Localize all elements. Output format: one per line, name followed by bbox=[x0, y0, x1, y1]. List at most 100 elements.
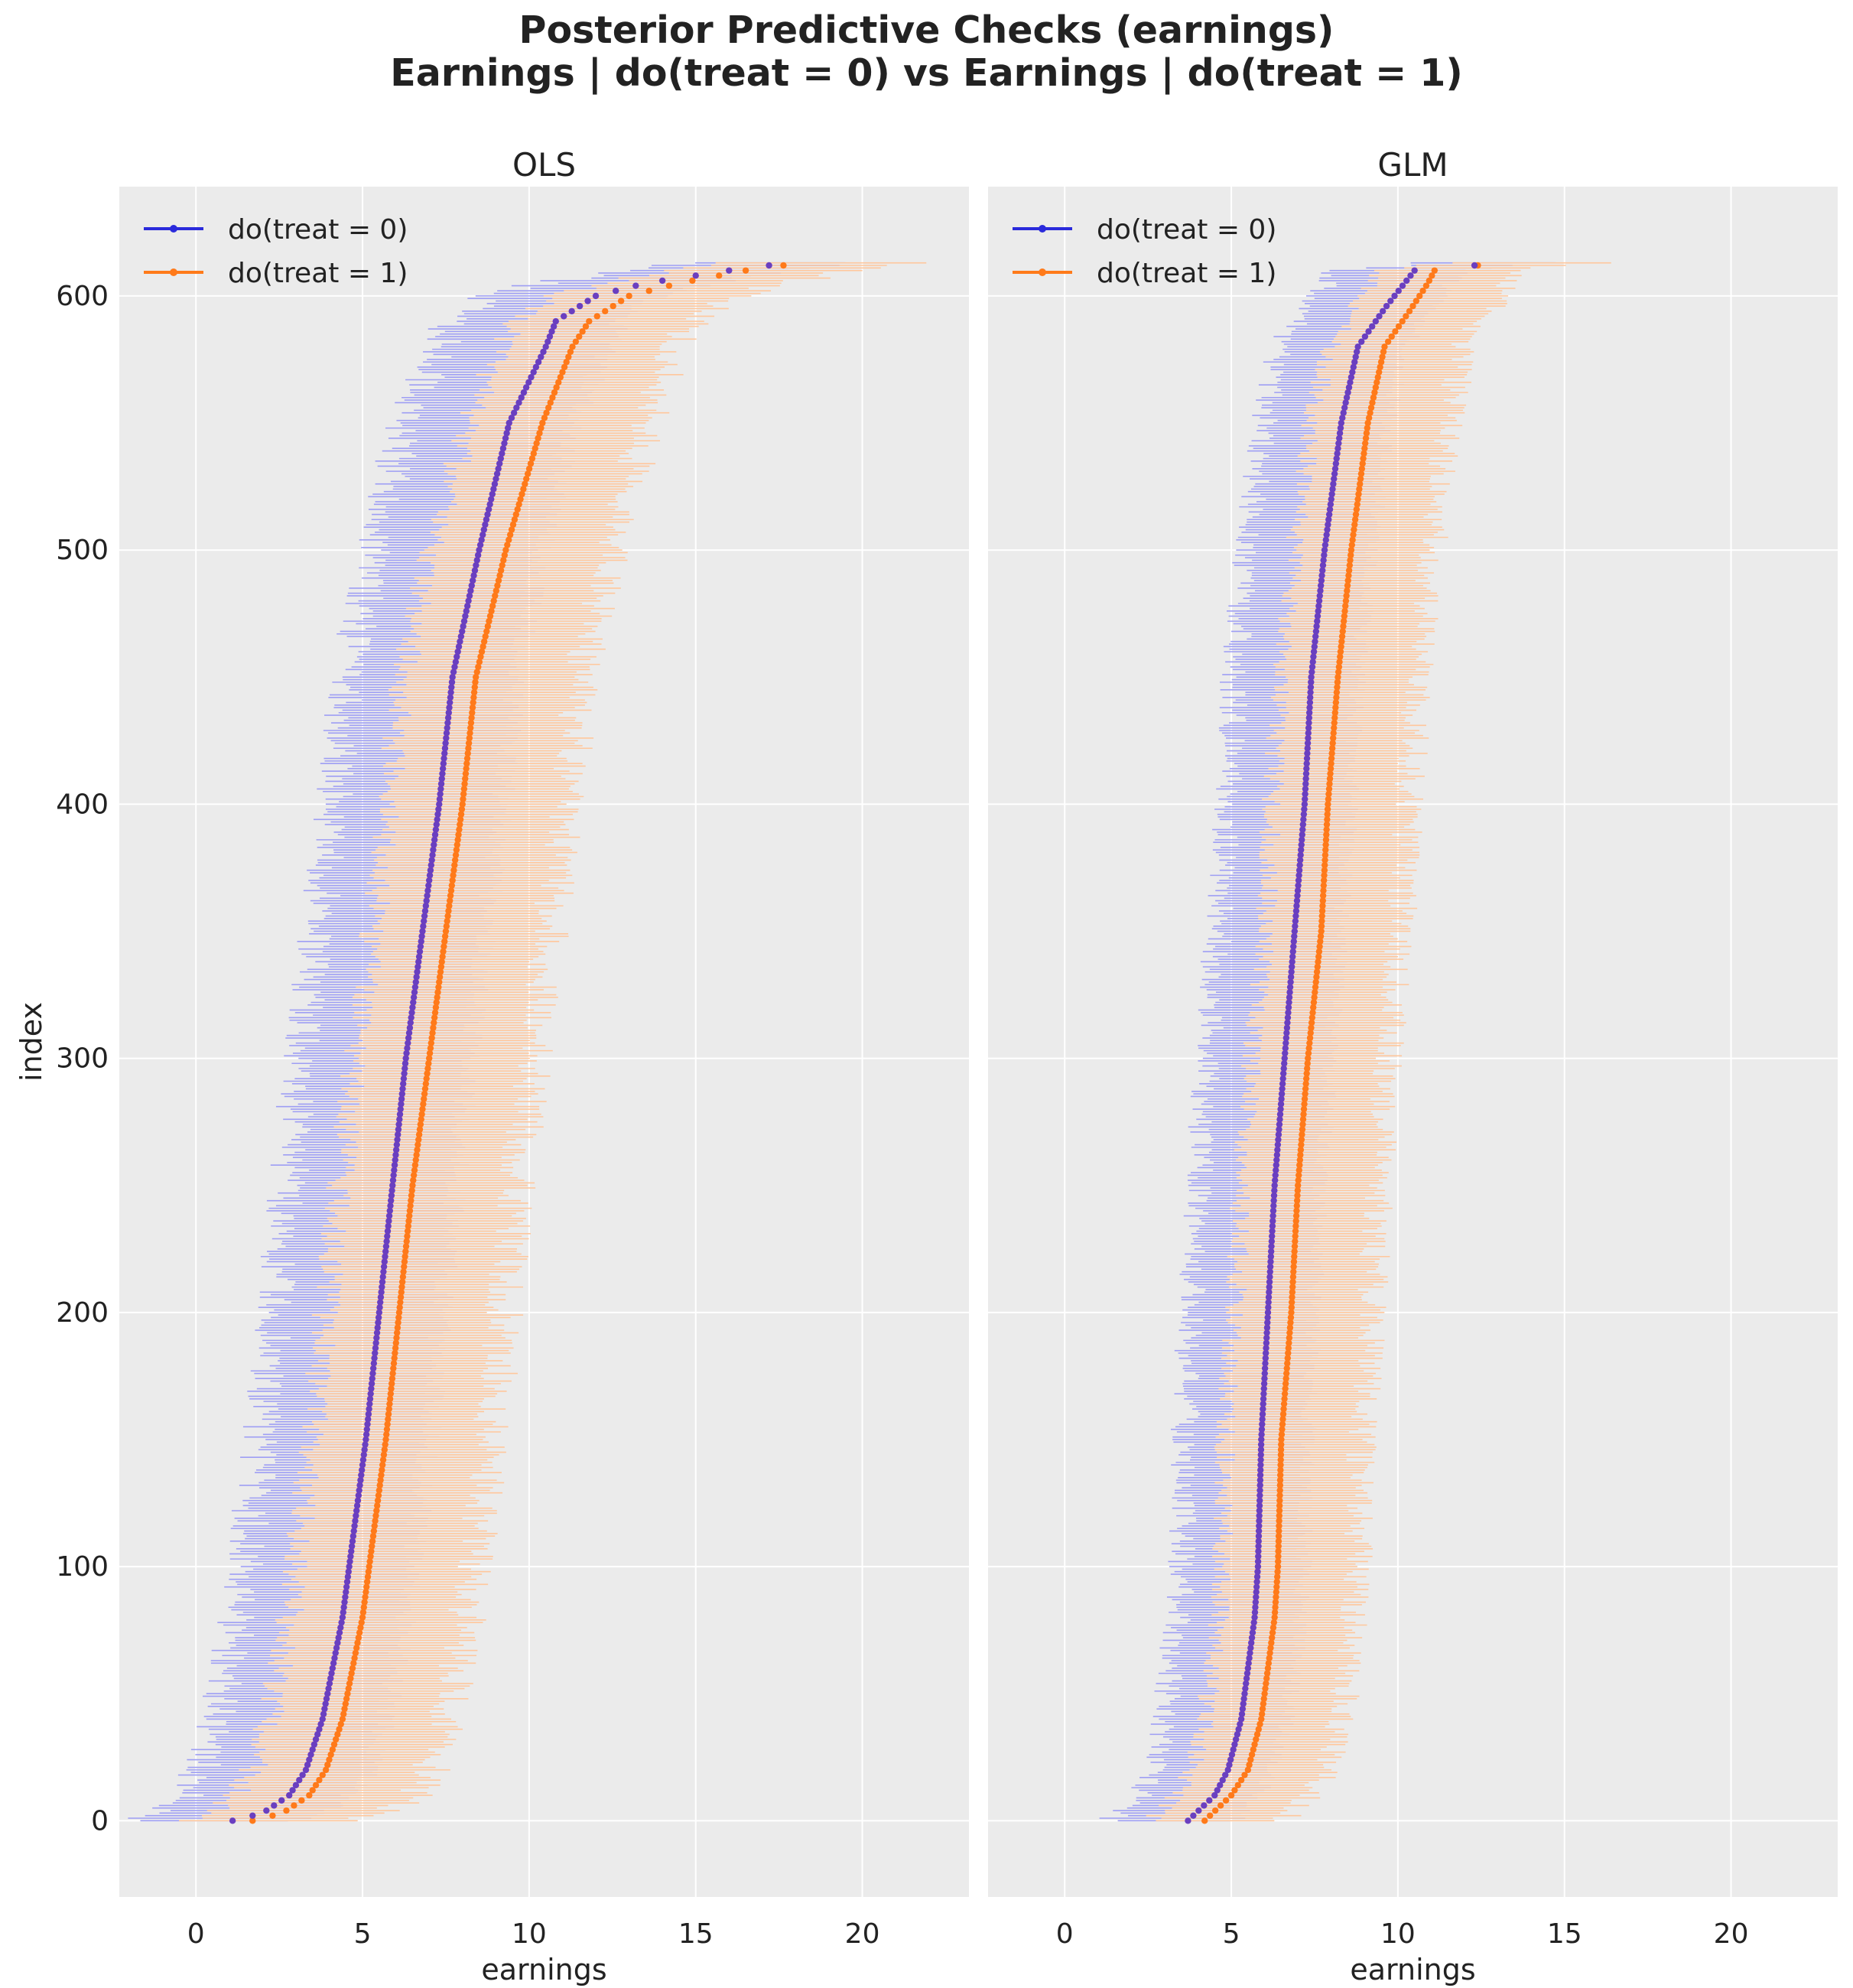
point-treat0 bbox=[1263, 1345, 1269, 1352]
point-treat1 bbox=[411, 1161, 419, 1169]
point-treat1 bbox=[1289, 1289, 1296, 1296]
point-treat1 bbox=[1276, 1472, 1284, 1479]
point-treat1 bbox=[404, 1228, 411, 1235]
point-treat0 bbox=[1257, 1441, 1265, 1448]
point-treat1 bbox=[380, 1451, 388, 1459]
x-tick-label: 10 bbox=[512, 1918, 547, 1950]
point-treat0 bbox=[380, 1263, 388, 1271]
point-treat1 bbox=[379, 1461, 386, 1469]
point-treat0 bbox=[1331, 470, 1338, 477]
point-treat0 bbox=[368, 1385, 375, 1392]
legend-marker bbox=[170, 225, 177, 233]
point-treat0 bbox=[439, 770, 446, 777]
point-treat0 bbox=[692, 272, 699, 279]
point-treat0 bbox=[422, 903, 430, 909]
point-treat1 bbox=[541, 415, 548, 421]
point-treat1 bbox=[1281, 1390, 1289, 1397]
point-treat0 bbox=[398, 1090, 406, 1098]
point-treat1 bbox=[350, 1660, 357, 1667]
point-treat1 bbox=[1217, 1802, 1224, 1809]
point-treat1 bbox=[358, 1619, 365, 1626]
point-treat1 bbox=[1290, 1263, 1297, 1271]
point-treat0 bbox=[1313, 623, 1320, 630]
point-treat0 bbox=[1328, 490, 1335, 498]
point-treat1 bbox=[493, 587, 500, 594]
point-treat1 bbox=[1276, 1528, 1282, 1534]
point-treat0 bbox=[1295, 867, 1303, 874]
point-treat0 bbox=[568, 307, 575, 314]
point-treat0 bbox=[292, 1781, 300, 1789]
point-treat0 bbox=[1270, 1192, 1278, 1199]
point-treat1 bbox=[1307, 1030, 1314, 1036]
point-treat0 bbox=[1286, 984, 1294, 991]
point-treat0 bbox=[1369, 323, 1376, 330]
point-treat1 bbox=[1299, 1121, 1306, 1128]
point-treat1 bbox=[355, 1634, 362, 1641]
point-treat1 bbox=[388, 1385, 395, 1392]
point-treat0 bbox=[439, 765, 447, 773]
x-tick-label: 5 bbox=[1223, 1918, 1240, 1950]
point-treat1 bbox=[362, 1589, 369, 1596]
point-treat0 bbox=[1341, 404, 1348, 412]
point-treat0 bbox=[448, 684, 455, 691]
point-treat1 bbox=[1318, 907, 1326, 915]
point-treat0 bbox=[312, 1736, 320, 1743]
point-treat0 bbox=[435, 805, 442, 813]
point-treat1 bbox=[377, 1476, 384, 1484]
point-treat0 bbox=[484, 511, 491, 518]
point-treat1 bbox=[467, 730, 473, 737]
point-treat1 bbox=[511, 516, 519, 523]
point-treat1 bbox=[356, 1629, 363, 1636]
point-treat0 bbox=[1301, 801, 1308, 808]
point-treat1 bbox=[472, 674, 480, 681]
point-treat0 bbox=[1307, 688, 1314, 696]
point-treat0 bbox=[418, 932, 425, 940]
point-treat1 bbox=[1335, 663, 1343, 671]
point-treat0 bbox=[1286, 999, 1292, 1006]
point-treat1 bbox=[410, 1176, 417, 1184]
point-treat1 bbox=[1305, 1055, 1312, 1062]
point-treat1 bbox=[421, 1085, 429, 1092]
point-treat0 bbox=[1237, 1716, 1245, 1723]
point-treat0 bbox=[364, 1420, 371, 1428]
point-treat1 bbox=[1222, 1797, 1230, 1804]
point-treat1 bbox=[547, 399, 554, 406]
point-treat1 bbox=[366, 1563, 372, 1570]
point-treat0 bbox=[407, 1019, 414, 1027]
point-treat1 bbox=[359, 1614, 366, 1621]
point-treat0 bbox=[385, 1212, 393, 1219]
point-treat1 bbox=[291, 1802, 297, 1809]
point-treat0 bbox=[317, 1720, 324, 1728]
point-treat0 bbox=[389, 1176, 397, 1184]
point-treat0 bbox=[1292, 907, 1300, 915]
point-treat0 bbox=[1295, 882, 1302, 889]
point-treat1 bbox=[559, 369, 566, 376]
point-treat1 bbox=[375, 1492, 382, 1499]
panel-title: OLS bbox=[512, 146, 576, 184]
point-treat1 bbox=[406, 1212, 413, 1219]
point-treat1 bbox=[437, 963, 445, 971]
point-treat0 bbox=[478, 536, 485, 544]
legend-label: do(treat = 0) bbox=[1097, 214, 1276, 246]
legend-label: do(treat = 1) bbox=[228, 258, 408, 289]
point-treat0 bbox=[347, 1553, 354, 1560]
point-treat0 bbox=[1278, 1090, 1286, 1098]
point-treat0 bbox=[1237, 1720, 1243, 1728]
point-treat0 bbox=[363, 1426, 371, 1433]
x-tick-label: 20 bbox=[845, 1918, 880, 1950]
point-treat0 bbox=[1379, 307, 1386, 314]
point-treat1 bbox=[1273, 1589, 1280, 1596]
point-treat1 bbox=[1289, 1274, 1297, 1280]
point-treat0 bbox=[348, 1547, 355, 1555]
point-treat0 bbox=[1276, 1126, 1282, 1133]
point-treat0 bbox=[1274, 1147, 1281, 1153]
point-treat0 bbox=[362, 1436, 369, 1443]
point-treat1 bbox=[432, 1004, 440, 1011]
point-treat1 bbox=[486, 617, 493, 625]
point-treat0 bbox=[1259, 1420, 1266, 1428]
point-treat0 bbox=[1264, 1309, 1272, 1316]
point-treat0 bbox=[359, 1456, 367, 1463]
point-treat1 bbox=[1292, 1212, 1300, 1219]
point-treat1 bbox=[360, 1604, 367, 1611]
point-treat0 bbox=[339, 1614, 346, 1621]
